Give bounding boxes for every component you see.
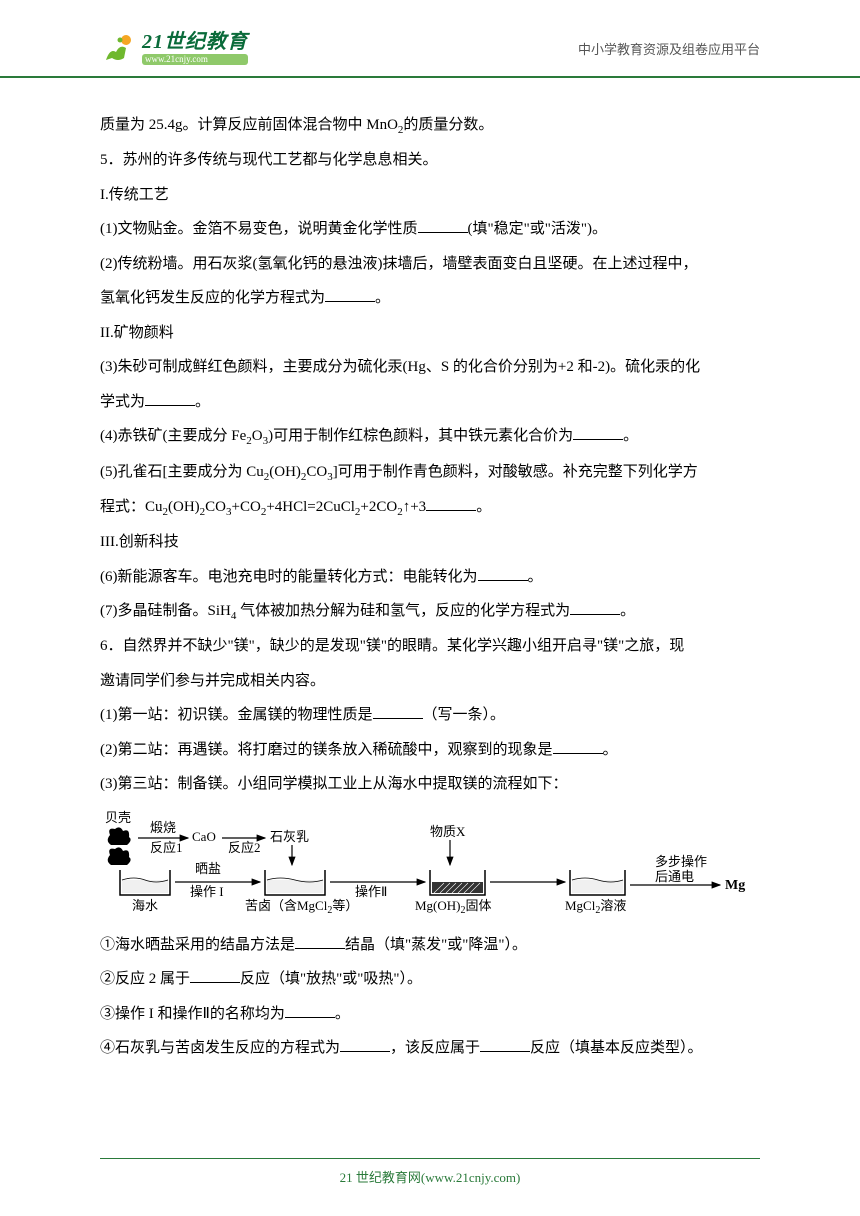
line: III.创新科技 xyxy=(100,525,760,560)
svg-text:操作 I: 操作 I xyxy=(190,884,224,899)
process-diagram: 贝壳 煅烧 反应1 CaO 反应2 石灰乳 海水 晒盐 操作 I 苦卤（含MgC… xyxy=(100,810,760,920)
blank xyxy=(373,704,423,719)
line: (2)传统粉墙。用石灰浆(氢氧化钙的悬浊液)抹墙后，墙壁表面变白且坚硬。在上述过… xyxy=(100,247,760,282)
line: ①海水晒盐采用的结晶方法是结晶（填"蒸发"或"降温"）。 xyxy=(100,928,760,963)
line: 学式为。 xyxy=(100,385,760,420)
line: 邀请同学们参与并完成相关内容。 xyxy=(100,664,760,699)
document-body: 质量为 25.4g。计算反应前固体混合物中 MnO2的质量分数。 5．苏州的许多… xyxy=(0,78,860,1076)
line: II.矿物颜料 xyxy=(100,316,760,351)
logo-title: 21世纪教育 xyxy=(142,32,248,52)
svg-text:Mg(OH)2固体: Mg(OH)2固体 xyxy=(415,898,492,916)
svg-text:石灰乳: 石灰乳 xyxy=(270,829,309,844)
line: (1)第一站：初识镁。金属镁的物理性质是（写一条）。 xyxy=(100,698,760,733)
svg-text:多步操作: 多步操作 xyxy=(655,854,707,869)
svg-text:CaO: CaO xyxy=(192,829,216,844)
blank xyxy=(573,425,623,440)
blank xyxy=(285,1003,335,1018)
line: (4)赤铁矿(主要成分 Fe2O3)可用于制作红棕色颜料，其中铁元素化合价为。 xyxy=(100,419,760,454)
svg-text:Mg: Mg xyxy=(725,878,745,893)
footer-text: 21 世纪教育网(www.21cnjy.com) xyxy=(340,1170,521,1185)
svg-text:MgCl2溶液: MgCl2溶液 xyxy=(565,898,626,916)
line: (3)第三站：制备镁。小组同学模拟工业上从海水中提取镁的流程如下： xyxy=(100,767,760,802)
header-subtitle: 中小学教育资源及组卷应用平台 xyxy=(578,39,760,58)
line: 5．苏州的许多传统与现代工艺都与化学息息相关。 xyxy=(100,143,760,178)
blank xyxy=(418,218,468,233)
svg-text:海水: 海水 xyxy=(132,898,158,913)
logo-text: 21世纪教育 www.21cnjy.com xyxy=(142,32,248,65)
svg-text:后通电: 后通电 xyxy=(655,869,694,884)
line: (1)文物贴金。金箔不易变色，说明黄金化学性质(填"稳定"或"活泼")。 xyxy=(100,212,760,247)
line: I.传统工艺 xyxy=(100,178,760,213)
svg-text:反应1: 反应1 xyxy=(150,840,183,855)
line: 质量为 25.4g。计算反应前固体混合物中 MnO2的质量分数。 xyxy=(100,108,760,143)
line: ②反应 2 属于反应（填"放热"或"吸热"）。 xyxy=(100,962,760,997)
blank xyxy=(190,968,240,983)
svg-text:操作Ⅱ: 操作Ⅱ xyxy=(355,884,387,899)
blank xyxy=(295,934,345,949)
blank xyxy=(340,1037,390,1052)
svg-text:晒盐: 晒盐 xyxy=(195,861,221,876)
line: ④石灰乳与苦卤发生反应的方程式为，该反应属于反应（填基本反应类型）。 xyxy=(100,1031,760,1066)
blank xyxy=(553,739,603,754)
logo: 21世纪教育 www.21cnjy.com xyxy=(100,30,248,66)
line: (2)第二站：再遇镁。将打磨过的镁条放入稀硫酸中，观察到的现象是。 xyxy=(100,733,760,768)
page-header: 21世纪教育 www.21cnjy.com 中小学教育资源及组卷应用平台 xyxy=(0,0,860,78)
blank xyxy=(478,566,528,581)
page-footer: 21 世纪教育网(www.21cnjy.com) xyxy=(0,1158,860,1186)
footer-divider xyxy=(100,1158,760,1159)
blank xyxy=(325,287,375,302)
line: (5)孔雀石[主要成分为 Cu2(OH)2CO3]可用于制作青色颜料，对酸敏感。… xyxy=(100,455,760,490)
blank xyxy=(426,496,476,511)
svg-text:反应2: 反应2 xyxy=(228,840,261,855)
line: 程式：Cu2(OH)2CO3+CO2+4HCl=2CuCl2+2CO2↑+3。 xyxy=(100,490,760,525)
blank xyxy=(145,391,195,406)
line: (6)新能源客车。电池充电时的能量转化方式：电能转化为。 xyxy=(100,560,760,595)
svg-text:苦卤（含MgCl2等）: 苦卤（含MgCl2等） xyxy=(245,898,358,916)
svg-text:煅烧: 煅烧 xyxy=(150,820,176,835)
line: (7)多晶硅制备。SiH4 气体被加热分解为硅和氢气，反应的化学方程式为。 xyxy=(100,594,760,629)
svg-text:贝壳: 贝壳 xyxy=(105,810,131,825)
svg-text:物质X: 物质X xyxy=(430,824,466,839)
blank xyxy=(570,600,620,615)
line: 6．自然界并不缺少"镁"，缺少的是发现"镁"的眼睛。某化学兴趣小组开启寻"镁"之… xyxy=(100,629,760,664)
line: 氢氧化钙发生反应的化学方程式为。 xyxy=(100,281,760,316)
line: (3)朱砂可制成鲜红色颜料，主要成分为硫化汞(Hg、S 的化合价分别为+2 和-… xyxy=(100,350,760,385)
logo-icon xyxy=(100,30,136,66)
blank xyxy=(480,1037,530,1052)
line: ③操作 I 和操作Ⅱ的名称均为。 xyxy=(100,997,760,1032)
logo-url: www.21cnjy.com xyxy=(142,54,248,65)
